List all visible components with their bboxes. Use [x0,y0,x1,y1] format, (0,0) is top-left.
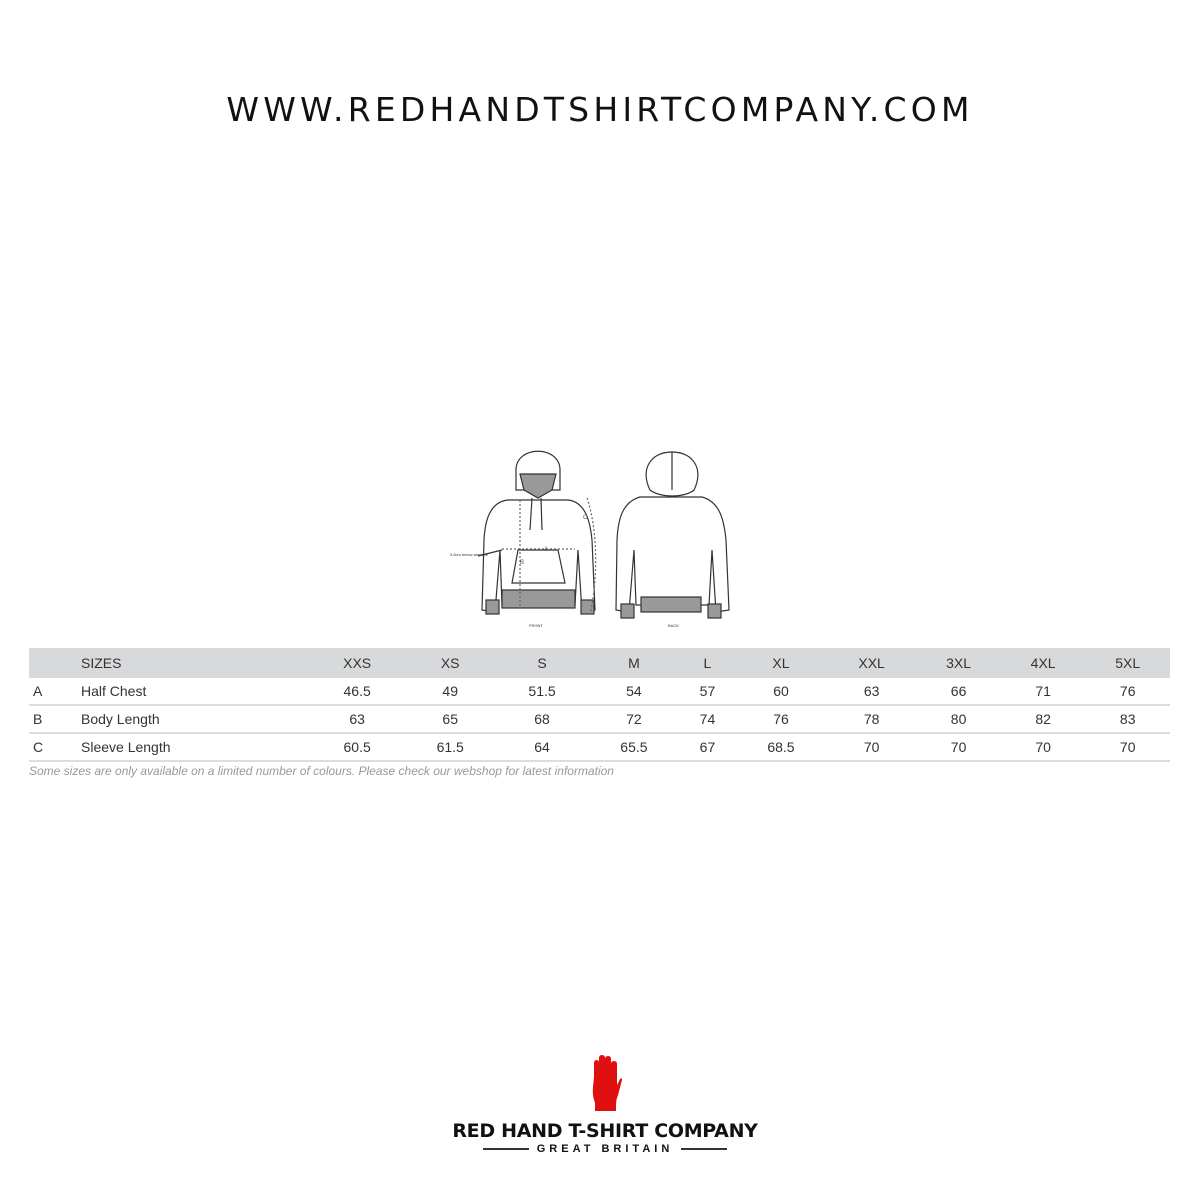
cell-value: 68 [496,705,588,734]
cell-value: 46.5 [310,678,405,706]
divider [681,1148,728,1150]
cell-value: 65 [404,705,497,734]
size-col: 3XL [946,655,972,671]
brand-tagline: GREAT BRITAIN [536,1143,674,1155]
cell-value: 80 [916,705,1001,734]
cell-value: 63 [826,678,917,706]
brand-name: RED HAND T-SHIRT COMPANY [452,1120,758,1142]
cell-value: 70 [1000,733,1086,762]
table-row: B Body Length 63 65 68 72 74 76 78 80 82 83 [29,705,1170,734]
table-row: C Sleeve Length 60.5 61.5 64 65.5 67 68.5 70 70 70… [29,733,1170,762]
cell-value: 60 [735,678,827,706]
marker-b: B [520,560,524,566]
cell-value: 68.5 [735,733,827,762]
cell-value: 78 [826,705,917,734]
row-code: A [29,678,80,706]
cell-value: 63 [310,705,405,734]
cell-value: 83 [1085,705,1170,734]
cell-value: 74 [679,705,736,734]
back-label: BACK [668,623,679,628]
cell-value: 54 [587,678,680,706]
cell-value: 67 [679,733,736,762]
marker-c: C [583,515,588,521]
size-col: XXS [343,655,372,671]
armhole-note: 3.5cm below armhole [450,552,489,557]
cell-value: 72 [587,705,680,734]
cell-value: 71 [1000,678,1086,706]
site-url: WWW.REDHANDTSHIRTCOMPANY.COM [226,90,974,129]
cell-value: 76 [1085,678,1170,706]
cell-value: 64 [496,733,588,762]
cell-value: 49 [404,678,497,706]
cell-value: 65.5 [587,733,680,762]
hoodie-front [477,450,597,616]
size-col: XS [440,655,460,671]
size-col: XXL [858,655,885,671]
size-col: XL [772,655,790,671]
cell-value: 51.5 [496,678,588,706]
divider [482,1148,529,1150]
sizes-header: SIZES [81,655,122,671]
cell-value: 82 [1000,705,1086,734]
cell-value: 66 [916,678,1001,706]
row-label: Body Length [80,705,310,734]
size-col: S [537,655,547,671]
row-code: C [29,733,80,762]
size-col: 5XL [1115,655,1141,671]
hoodie-back [615,451,730,619]
cell-value: 70 [916,733,1001,762]
cell-value: 70 [826,733,917,762]
size-header-row: SIZES XXS XS S M L XL XXL 3XL 4XL 5XL [29,648,1170,678]
red-hand-icon [592,1055,622,1111]
table-row: A Half Chest 46.5 49 51.5 54 57 60 63 66 71 76 [29,678,1170,706]
cell-value: 60.5 [310,733,405,762]
hoodie-illustration: A B C 3.5cm below armhole FRONT BACK [450,450,730,628]
row-label: Half Chest [80,678,310,706]
availability-note: Some sizes are only available on a limit… [29,764,614,778]
row-code: B [29,705,80,734]
cell-value: 76 [735,705,827,734]
size-col: L [703,655,712,671]
front-label: FRONT [529,623,543,628]
row-label: Sleeve Length [80,733,310,762]
cell-value: 57 [679,678,736,706]
brand-logo: RED HAND T-SHIRT COMPANY GREAT BRITAIN [450,1055,760,1155]
cell-value: 61.5 [404,733,497,762]
marker-a: A [544,547,548,553]
cell-value: 70 [1085,733,1170,762]
size-col: 4XL [1030,655,1056,671]
size-col: M [628,655,640,671]
